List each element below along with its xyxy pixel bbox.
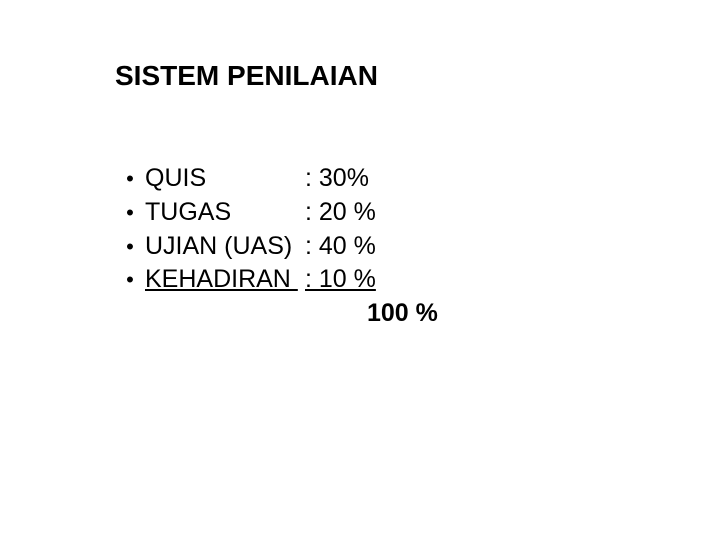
list-item: • KEHADIRAN : 10 % [115,263,438,297]
slide-content: SISTEM PENILAIAN • QUIS : 30% • TUGAS : … [115,60,438,331]
item-label: QUIS [145,162,305,196]
bullet-icon: • [115,198,145,228]
grading-list: • QUIS : 30% • TUGAS : 20 % • UJIAN (UAS… [115,162,438,297]
total-value: 100 % [367,297,438,331]
item-value: : 10 % [305,263,376,297]
list-item: • TUGAS : 20 % [115,196,438,230]
total-row: 100 % [115,297,438,331]
list-item: • QUIS : 30% [115,162,438,196]
total-spacer [115,297,367,331]
item-label: KEHADIRAN [145,263,305,297]
slide-title: SISTEM PENILAIAN [115,60,438,92]
item-value: : 40 % [305,230,376,264]
item-value: : 20 % [305,196,376,230]
item-label: TUGAS [145,196,305,230]
item-value: : 30% [305,162,369,196]
item-label: UJIAN (UAS) [145,230,305,264]
bullet-icon: • [115,265,145,295]
bullet-icon: • [115,232,145,262]
bullet-icon: • [115,164,145,194]
list-item: • UJIAN (UAS) : 40 % [115,230,438,264]
